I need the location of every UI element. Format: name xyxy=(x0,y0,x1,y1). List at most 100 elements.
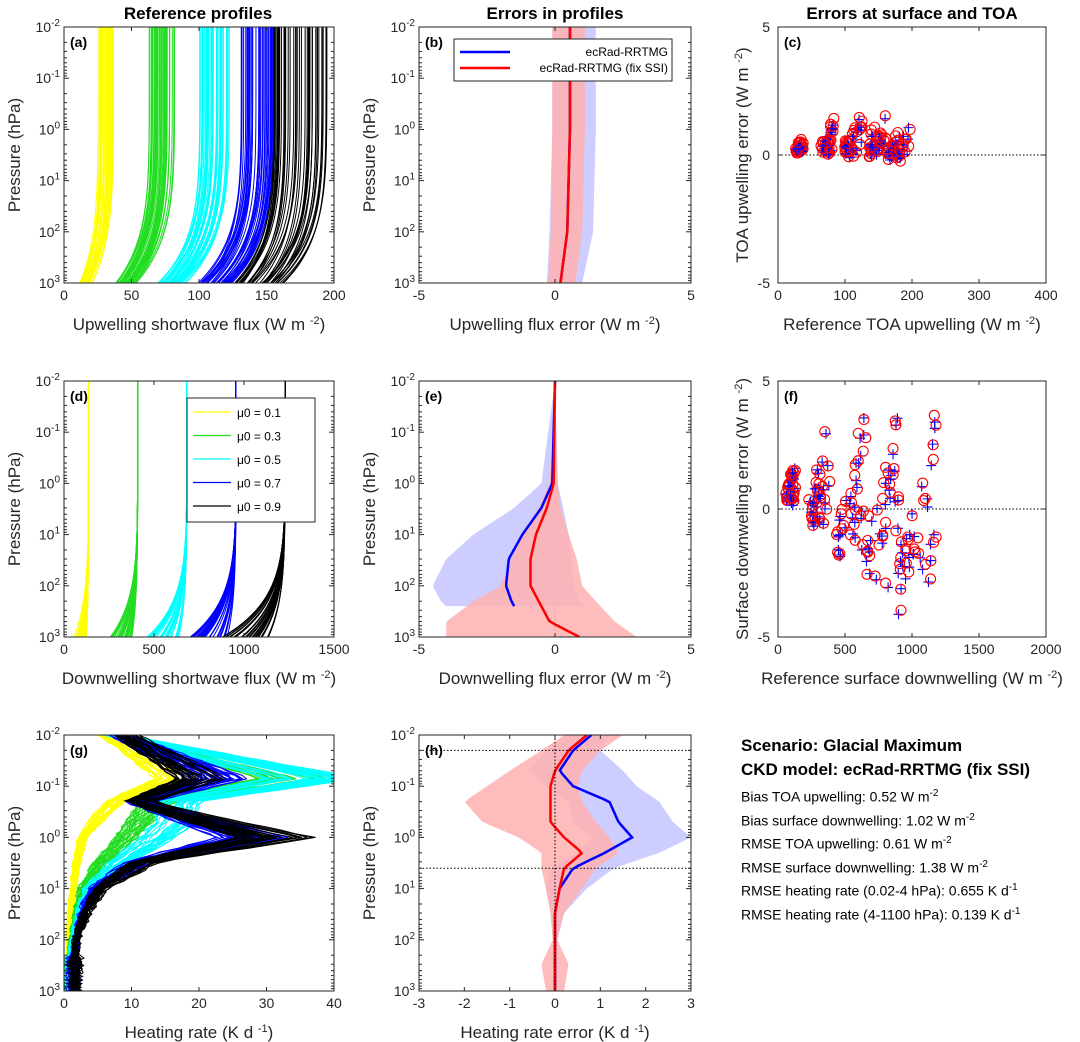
profile-line xyxy=(127,27,166,283)
point-fixssi xyxy=(806,503,818,515)
x-tick-label: 500 xyxy=(833,641,857,657)
point-fixssi xyxy=(839,142,851,154)
stat-row: RMSE heating rate (4-1100 hPa): 0.139 K … xyxy=(741,906,1030,930)
y-tick-label: 10-2 xyxy=(36,18,61,35)
series-lines xyxy=(234,27,328,283)
point-fixssi xyxy=(845,487,857,499)
point-fixssi xyxy=(881,143,893,155)
point-fixssi xyxy=(882,467,894,479)
x-tick-label: 5 xyxy=(687,287,695,303)
profile-line xyxy=(266,27,311,283)
point-fixssi xyxy=(869,121,881,133)
plot-area xyxy=(778,409,1046,620)
point-rrtmg xyxy=(892,523,903,534)
stat-value: 1.38 xyxy=(919,859,951,876)
x-tick-label: 1000 xyxy=(896,641,927,657)
scenario-label: Scenario: Glacial Maximum xyxy=(741,736,963,755)
mean-error-line xyxy=(549,735,588,991)
point-fixssi xyxy=(919,492,931,504)
point-fixssi xyxy=(803,493,815,506)
profile-line xyxy=(67,735,244,991)
x-tick-label: 20 xyxy=(191,995,207,1011)
point-fixssi xyxy=(848,518,860,530)
stat-value: 0.655 xyxy=(948,882,988,899)
x-tick-label: 300 xyxy=(967,287,991,303)
y-axis-label: Pressure (hPa) xyxy=(360,452,379,566)
y-axis-label: Pressure (hPa) xyxy=(360,98,379,212)
point-rrtmg xyxy=(835,529,846,540)
profile-line xyxy=(228,27,273,283)
legend: ecRad-RRTMG ecRad-RRTMG (fix SSI) xyxy=(453,38,673,82)
profile-line xyxy=(226,27,272,283)
point-fixssi xyxy=(904,123,916,135)
point-rrtmg xyxy=(909,531,920,542)
point-fixssi xyxy=(849,534,861,546)
profile-line xyxy=(261,27,310,283)
profile-line xyxy=(86,27,110,283)
y-tick-label: 103 xyxy=(39,274,61,291)
point-rrtmg xyxy=(885,474,896,485)
legend-label: ecRad-RRTMG xyxy=(586,45,668,59)
point-fixssi xyxy=(867,141,879,153)
stat-row: RMSE TOA upwelling: 0.61 W m-2 xyxy=(741,835,1030,859)
point-fixssi xyxy=(856,115,868,127)
y-tick-label: -5 xyxy=(758,275,771,291)
x-tick-label: 200 xyxy=(322,287,346,303)
point-rrtmg xyxy=(925,555,936,566)
column-title: Errors in profiles xyxy=(487,4,624,23)
legend-label: μ0 = 0.7 xyxy=(237,477,281,491)
point-fixssi xyxy=(861,568,873,580)
point-rrtmg xyxy=(908,549,919,560)
x-axis-label: Upwelling shortwave flux (W m -2) xyxy=(73,315,326,334)
x-tick-label: 0 xyxy=(60,287,68,303)
point-fixssi xyxy=(849,469,861,481)
profile-line xyxy=(222,27,266,283)
profile-line xyxy=(274,27,319,283)
profile-line xyxy=(167,27,213,283)
point-rrtmg xyxy=(922,493,933,504)
point-rrtmg xyxy=(874,528,885,539)
point-fixssi xyxy=(827,125,839,137)
plot-area xyxy=(64,735,334,991)
profile-line xyxy=(174,27,219,283)
panel-a: 0 50 100 150 200 10-2 10-1 100 101 102 103 Pressure… xyxy=(5,18,346,334)
profile-line xyxy=(272,27,323,283)
y-tick-label: 10-1 xyxy=(36,69,61,86)
profile-line xyxy=(242,27,277,283)
profile-line xyxy=(159,27,201,283)
y-tick-label: 10-1 xyxy=(391,777,416,794)
point-fixssi xyxy=(879,110,891,122)
point-rrtmg xyxy=(892,495,903,506)
series-lines xyxy=(65,735,316,991)
profile-line xyxy=(180,27,222,283)
stats-list: Bias TOA upwelling: 0.52 W m-2 Bias surfa… xyxy=(741,788,1030,929)
x-tick-label: 2 xyxy=(642,995,650,1011)
profile-line xyxy=(202,27,249,283)
point-fixssi xyxy=(888,463,900,475)
stat-unit: K d xyxy=(990,906,1012,923)
x-tick-label: 5 xyxy=(687,641,695,657)
point-rrtmg xyxy=(822,460,833,471)
point-fixssi xyxy=(890,419,902,431)
point-fixssi xyxy=(854,123,866,136)
profile-line xyxy=(206,27,245,283)
profile-line xyxy=(246,27,286,283)
profile-line xyxy=(169,27,217,283)
stat-row: RMSE heating rate (0.02-4 hPa): 0.655 K … xyxy=(741,882,1030,906)
profile-line xyxy=(115,27,150,283)
y-tick-label: 10-2 xyxy=(391,726,416,743)
x-tick-label: 200 xyxy=(900,287,924,303)
profile-line xyxy=(86,27,107,283)
point-fixssi xyxy=(814,492,827,504)
x-axis-label: Reference TOA upwelling (W m -2) xyxy=(783,315,1041,334)
stat-row: Bias surface downwelling: 1.02 W m-2 xyxy=(741,812,1030,836)
error-band xyxy=(464,735,623,991)
profile-line xyxy=(72,735,293,991)
profile-line xyxy=(178,27,221,283)
point-rrtmg xyxy=(850,532,861,543)
x-tick-label: 0 xyxy=(60,995,68,1011)
stat-unit-exponent: -2 xyxy=(979,858,988,870)
point-fixssi xyxy=(785,492,797,504)
